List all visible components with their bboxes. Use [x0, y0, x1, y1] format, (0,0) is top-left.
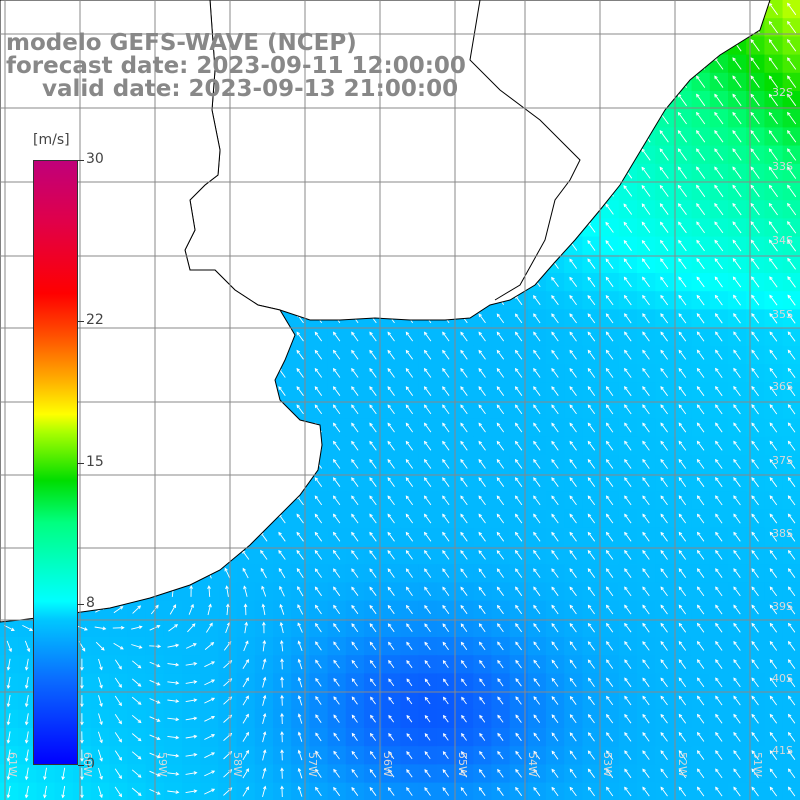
wind-speed-cell — [782, 182, 800, 201]
wind-speed-cell — [782, 127, 800, 147]
longitude-label: 56W — [381, 752, 394, 777]
latitude-label: 33S — [772, 160, 793, 173]
longitude-label: 60W — [81, 752, 94, 777]
wind-speed-cell — [782, 309, 800, 329]
wind-speed-cell — [782, 418, 800, 438]
wind-speed-cell — [782, 455, 800, 474]
wind-speed-cell — [782, 364, 800, 383]
wind-speed-cell — [782, 618, 800, 638]
wind-speed-cell — [782, 637, 800, 656]
latitude-label: 38S — [772, 527, 793, 540]
wind-speed-cell — [782, 0, 800, 19]
wind-speed-cell — [782, 673, 800, 693]
wind-speed-cell — [618, 782, 638, 800]
wind-speed-cell — [782, 582, 800, 602]
wind-speed-cell — [782, 291, 800, 310]
wind-speed-cell — [473, 782, 492, 800]
legend-tick-label: 8 — [86, 594, 95, 611]
legend-tick-mark — [78, 603, 84, 605]
legend-tick-mark — [78, 160, 84, 161]
wind-speed-cell — [400, 782, 420, 800]
wind-speed-cell — [600, 782, 620, 800]
legend-tick-label: 15 — [86, 453, 104, 470]
wind-speed-cell — [345, 782, 365, 800]
wind-speed-cell — [782, 436, 800, 456]
wind-speed-cell — [327, 782, 347, 800]
wind-speed-cell — [546, 782, 565, 800]
legend-tick-label: 22 — [86, 312, 104, 329]
latitude-label: 40S — [772, 672, 793, 685]
longitude-label: 53W — [601, 752, 614, 777]
longitude-label: 51W — [751, 752, 764, 777]
wind-speed-cell — [491, 782, 511, 800]
wind-speed-cell — [455, 782, 474, 800]
wind-speed-cell — [655, 782, 674, 800]
wind-speed-cell — [309, 782, 329, 800]
wind-speed-cell — [564, 782, 583, 800]
wind-speed-cell — [782, 254, 800, 274]
wind-speed-cell — [746, 782, 765, 800]
wind-speed-cell — [782, 273, 800, 292]
wind-speed-cell — [382, 782, 401, 800]
wind-speed-cell — [782, 509, 800, 529]
legend-tick-mark — [78, 321, 84, 323]
latitude-label: 32S — [772, 86, 793, 99]
latitude-label: 41S — [772, 744, 793, 757]
wind-speed-cell — [436, 782, 456, 800]
latitude-label: 37S — [772, 454, 793, 467]
wind-speed-cell — [527, 782, 547, 800]
wind-speed-cell — [764, 782, 784, 800]
latitude-label: 36S — [772, 380, 793, 393]
wind-speed-cell — [582, 782, 602, 800]
wind-speed-cell — [782, 564, 800, 583]
wind-speed-cell — [728, 782, 747, 800]
wind-speed-cell — [782, 491, 800, 511]
wind-speed-cell — [709, 782, 729, 800]
longitude-label: 52W — [676, 752, 689, 777]
wind-speed-cell — [127, 782, 147, 800]
wind-speed-cell — [782, 473, 800, 492]
wind-speed-cell — [782, 200, 800, 219]
legend-unit: [m/s] — [33, 132, 70, 148]
longitude-label: 59W — [156, 752, 169, 777]
wind-speed-cell — [782, 546, 800, 565]
longitude-label: 58W — [231, 752, 244, 777]
valid-date: valid date: 2023-09-13 21:00:00 — [42, 76, 459, 102]
wind-speed-cell — [637, 782, 656, 800]
forecast-date: forecast date: 2023-09-11 12:00:00 — [6, 53, 466, 79]
wind-speed-cell — [782, 600, 800, 620]
wind-speed-cell — [418, 782, 438, 800]
longitude-label: 55W — [456, 752, 469, 777]
wind-speed-cell — [782, 36, 800, 56]
wind-speed-cell — [782, 382, 800, 401]
latitude-label: 39S — [772, 600, 793, 613]
legend-colorbar — [33, 160, 78, 765]
wind-speed-cell — [782, 764, 800, 784]
wind-speed-cell — [509, 782, 529, 800]
wind-speed-cell — [782, 345, 800, 365]
wind-speed-cell — [782, 400, 800, 420]
wind-speed-cell — [782, 691, 800, 711]
wind-speed-cell — [782, 327, 800, 347]
wind-speed-cell — [691, 782, 711, 800]
wind-speed-cell — [782, 527, 800, 547]
legend-tick-mark — [78, 462, 84, 464]
longitude-label: 61W — [6, 752, 19, 777]
wind-speed-cell — [782, 728, 800, 747]
wind-speed-cell — [782, 655, 800, 674]
model-title: modelo GEFS-WAVE (NCEP) — [6, 30, 357, 56]
legend-tick-label: 30 — [86, 151, 104, 167]
longitude-label: 54W — [526, 752, 539, 777]
latitude-label: 35S — [772, 308, 793, 321]
latitude-label: 34S — [772, 234, 793, 247]
wind-speed-cell — [782, 109, 800, 128]
wind-speed-cell — [673, 782, 693, 800]
longitude-label: 57W — [306, 752, 319, 777]
wind-speed-cell — [109, 782, 128, 800]
wind-speed-cell — [782, 709, 800, 729]
wind-speed-cell — [782, 54, 800, 74]
